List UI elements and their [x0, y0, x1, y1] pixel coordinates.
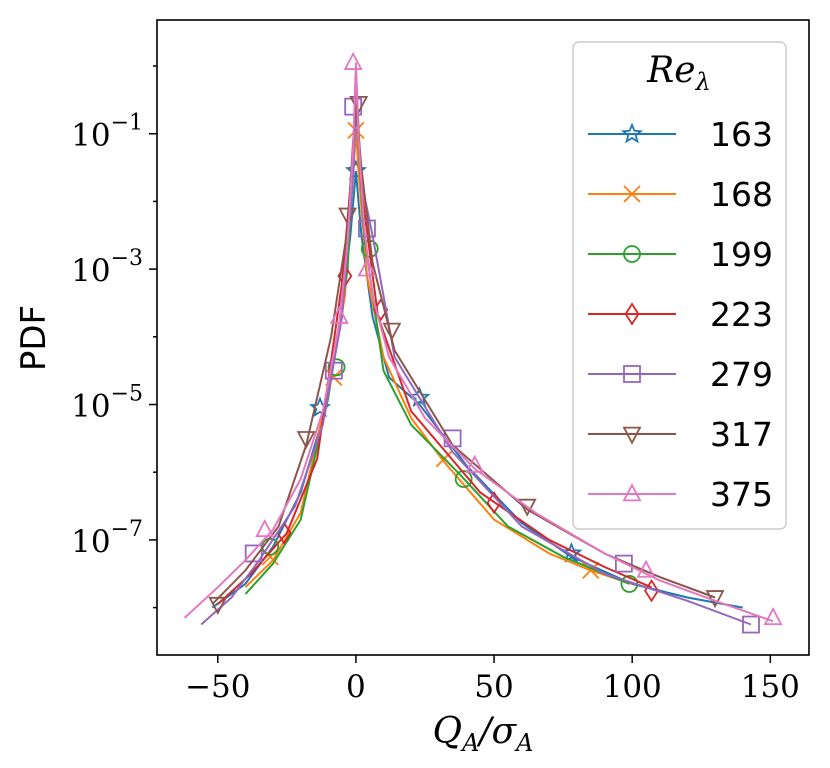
x-tick-label: 0	[346, 669, 366, 705]
y-axis-title: PDF	[14, 305, 54, 371]
series-marker-163	[408, 386, 431, 408]
series-marker-279	[614, 554, 633, 573]
legend-title-sub: λ	[695, 68, 711, 96]
series-layer	[183, 51, 783, 634]
x-tick-label: 100	[603, 669, 662, 705]
series-marker-317	[296, 431, 316, 450]
y-axis-ticks: 10−710−510−310−1	[71, 65, 157, 609]
series-marker-375	[329, 305, 349, 324]
y-tick-label: 10−3	[71, 246, 143, 289]
legend-marker-375	[622, 483, 642, 502]
y-tick-exponent: −3	[111, 246, 143, 271]
x-tick-label: −50	[185, 669, 250, 705]
y-tick-base: 10	[71, 524, 110, 560]
y-tick-base: 10	[71, 253, 110, 289]
series-marker-375	[465, 454, 485, 473]
legend-label-168: 168	[710, 175, 773, 214]
x-axis-ticks: −50 0 50 100 150	[185, 655, 800, 705]
series-marker-317	[338, 207, 358, 226]
legend-entries: 163 168 199 223 279 317 375	[588, 115, 773, 514]
x-axis-title-slash: /σ	[476, 711, 517, 752]
legend-label-163: 163	[710, 115, 773, 154]
legend: Reλ 163 168 199 223 279 317 375	[572, 41, 787, 530]
x-tick-label: 50	[474, 669, 513, 705]
legend-label-279: 279	[710, 355, 773, 394]
series-marker-317	[208, 596, 228, 615]
series-marker-375	[763, 607, 783, 626]
y-tick-base: 10	[71, 118, 110, 154]
legend-marker-317	[622, 426, 642, 445]
series-marker-199	[327, 358, 346, 377]
series-marker-317	[517, 498, 537, 517]
y-tick-label: 10−1	[71, 111, 143, 154]
y-tick-exponent: −5	[111, 382, 143, 407]
x-axis-title: QA/σA	[433, 711, 534, 757]
legend-box	[572, 41, 787, 530]
legend-label-317: 317	[710, 415, 773, 454]
x-axis-title-sub: A	[460, 729, 479, 757]
x-axis-title-main: Q	[433, 711, 463, 752]
series-marker-317	[382, 322, 402, 341]
series-marker-223	[486, 491, 502, 515]
series-marker-375	[636, 559, 656, 578]
series-marker-279	[742, 615, 760, 634]
y-tick-exponent: −7	[111, 517, 143, 542]
series-line-199	[244, 103, 630, 595]
legend-marker-168	[623, 185, 641, 203]
x-tick-label: 150	[741, 669, 800, 705]
x-axis-title-sub2: A	[514, 729, 533, 757]
series-marker-279	[324, 361, 343, 380]
series-marker-375	[343, 51, 363, 70]
series-marker-163	[344, 159, 368, 181]
series-marker-199	[454, 470, 473, 488]
y-tick-label: 10−5	[71, 382, 143, 425]
legend-label-375: 375	[710, 475, 773, 514]
legend-title: Reλ	[646, 50, 711, 96]
series-marker-375	[357, 258, 377, 277]
y-tick-base: 10	[71, 389, 110, 425]
legend-marker-199	[623, 245, 641, 263]
y-tick-label: 10−7	[71, 517, 143, 560]
legend-label-199: 199	[710, 235, 773, 274]
series-marker-279	[244, 544, 263, 563]
series-line-375	[183, 62, 774, 623]
series-marker-375	[255, 519, 275, 538]
legend-marker-223	[624, 302, 640, 326]
legend-marker-163	[620, 122, 644, 144]
legend-title-main: Re	[646, 50, 695, 91]
legend-marker-279	[623, 365, 641, 383]
y-tick-exponent: −1	[111, 111, 143, 136]
legend-label-223: 223	[710, 295, 773, 334]
